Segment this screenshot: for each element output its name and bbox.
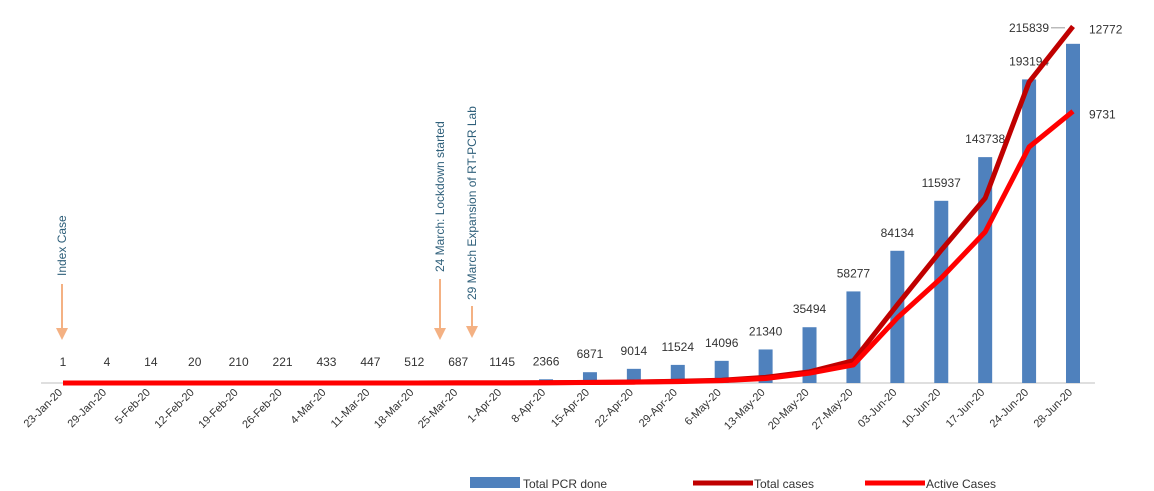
bar-value-label: 9014 [621,344,648,358]
x-tick-label: 25-Mar-20 [416,387,460,431]
bar [670,364,685,383]
bar-value-label: 6871 [577,347,604,361]
x-tick-label: 5-Feb-20 [113,387,153,427]
annotation: 24 March: Lockdown started [433,121,447,272]
bar-value-label: 221 [273,355,293,369]
x-tick-label: 6-May-20 [682,387,723,428]
legend-label: Total PCR done [523,477,607,491]
bar-value-label: 215839 [1009,21,1049,35]
x-tick-label: 18-Mar-20 [372,387,416,431]
x-tick-label: 4-Mar-20 [289,387,329,427]
x-tick-label: 24-Jun-20 [988,387,1032,431]
x-tick-label: 28-Jun-20 [1032,387,1076,431]
bar-value-label: 687 [448,355,468,369]
line-end-label: 12772 [1089,22,1123,36]
annotation-arrowhead [434,328,446,340]
bar-value-label: 143738 [965,132,1005,146]
bar-value-label: 1145 [489,355,515,369]
bar-value-label: 1 [60,355,67,369]
annotation: Index Case [55,215,69,276]
bar-value-label: 58277 [837,266,871,280]
x-tick-label: 03-Jun-20 [856,387,900,431]
x-tick-label: 29-Apr-20 [637,387,680,430]
bar-value-label: 20 [188,355,202,369]
line-end-label: 9731 [1089,107,1116,121]
bar-value-label: 84134 [881,226,915,240]
bar-value-label: 2366 [533,354,560,368]
annotation: 29 March Expansion of RT-PCR Lab [465,106,479,300]
bar-value-label: 35494 [793,302,827,316]
bar-value-label: 11524 [662,340,695,354]
bar-value-label: 433 [316,355,336,369]
x-tick-label: 8-Apr-20 [509,387,548,426]
bar-value-label: 21340 [749,324,783,338]
x-tick-label: 27-May-20 [810,387,856,433]
x-tick-label: 13-May-20 [722,387,768,433]
bar [978,157,993,383]
bar [714,360,729,383]
line-series [63,109,1075,386]
bar-value-label: 447 [360,355,380,369]
bar [582,372,597,383]
annotation-arrowhead [56,328,68,340]
bar-value-label: 193194 [1009,54,1049,68]
bar-value-label: 14096 [705,336,739,350]
x-tick-label: 23-Jan-20 [22,387,66,431]
bar [846,291,861,383]
x-tick-label: 19-Feb-20 [196,387,240,431]
x-tick-label: 20-May-20 [766,387,812,433]
annotation-arrowhead [466,326,478,338]
x-tick-label: 17-Jun-20 [944,387,988,431]
x-tick-label: 11-Mar-20 [329,387,373,431]
bar-value-label: 4 [104,355,111,369]
x-tick-label: 22-Apr-20 [593,387,636,430]
legend-label: Total cases [754,477,814,491]
legend-swatch [470,477,520,488]
x-tick-label: 1-Apr-20 [466,387,505,426]
x-tick-label: 10-Jun-20 [900,387,944,431]
x-tick-label: 12-Feb-20 [152,387,196,431]
bar [934,200,949,383]
x-tick-label: 15-Apr-20 [549,387,592,430]
bar-value-label: 14 [144,355,158,369]
legend-label: Active Cases [926,477,996,491]
x-tick-label: 26-Feb-20 [240,387,284,431]
bar-value-label: 210 [229,355,249,369]
bar-value-label: 512 [404,355,424,369]
bar [1022,79,1037,384]
bar [1066,43,1080,383]
line-series [63,24,1075,386]
bar-value-label: 115937 [922,176,961,190]
x-tick-label: 29-Jan-20 [66,387,110,431]
